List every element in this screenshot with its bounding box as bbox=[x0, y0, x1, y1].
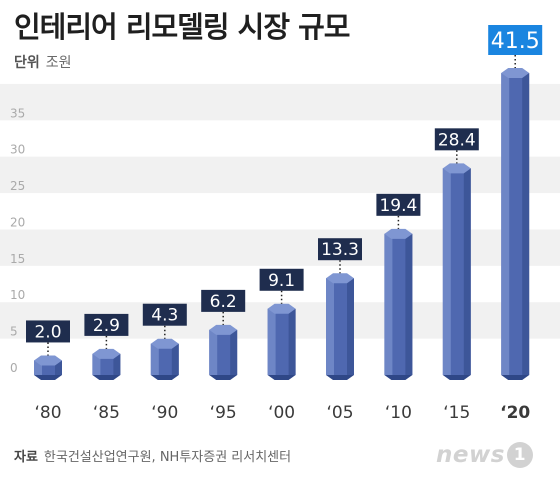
bar-shade bbox=[230, 329, 238, 375]
bar-base bbox=[384, 375, 413, 380]
bar-highlight bbox=[501, 73, 510, 375]
source-note: 자료 한국건설산업연구원, NH투자증권 리서치센터 bbox=[14, 446, 291, 465]
bar-shade bbox=[113, 353, 121, 375]
bar bbox=[267, 303, 296, 380]
unit-note: 단위 조원 bbox=[14, 52, 72, 72]
bar-top bbox=[442, 163, 471, 174]
value-label-box bbox=[201, 289, 246, 312]
bar-top bbox=[209, 324, 238, 335]
y-tick-label: 30 bbox=[10, 143, 25, 157]
grid-bands bbox=[0, 83, 560, 339]
value-label-box bbox=[259, 268, 304, 291]
y-tick-label: 25 bbox=[10, 179, 25, 193]
bar-highlight bbox=[442, 168, 451, 375]
bar-highlight bbox=[92, 353, 101, 375]
x-tick-label: ‘00 bbox=[268, 403, 295, 423]
bars bbox=[34, 68, 530, 380]
y-axis: 0 5 10 15 20 25 30 35 bbox=[10, 106, 25, 375]
value-label: 19.4 bbox=[379, 196, 417, 216]
bar-highlight bbox=[326, 278, 334, 375]
bar-top bbox=[501, 68, 530, 78]
bar-base bbox=[326, 375, 354, 380]
source-key: 자료 bbox=[14, 450, 38, 465]
value-label: 13.3 bbox=[321, 240, 359, 260]
grid-band bbox=[0, 156, 560, 194]
bar bbox=[326, 273, 354, 380]
bar-top bbox=[34, 355, 62, 366]
value-label: 9.1 bbox=[268, 271, 295, 291]
bar-top bbox=[150, 338, 179, 349]
y-tick-label: 15 bbox=[10, 252, 25, 266]
bar-top bbox=[326, 273, 354, 284]
bar bbox=[384, 228, 413, 380]
logo-digit: 1 bbox=[506, 442, 533, 468]
bar-base bbox=[267, 375, 296, 380]
bar-base bbox=[501, 375, 530, 380]
bar-shade bbox=[55, 360, 62, 375]
chart-title: 인테리어 리모델링 시장 규모 bbox=[14, 10, 350, 44]
y-tick-label: 20 bbox=[10, 215, 25, 229]
unit-value: 조원 bbox=[45, 55, 72, 71]
x-tick-label: ‘20 bbox=[500, 403, 530, 423]
grid-band bbox=[0, 83, 560, 121]
bar-shade bbox=[463, 168, 471, 375]
bar bbox=[209, 324, 238, 380]
bar bbox=[442, 163, 471, 380]
value-label: 2.9 bbox=[93, 316, 120, 336]
value-labels: 2.0 2.9 4.3 6.2 9.1 13.3 19.4 28.4 41.5 bbox=[26, 25, 543, 356]
bar-base bbox=[209, 375, 238, 380]
x-tick-label: ‘90 bbox=[151, 403, 178, 423]
bar-shade bbox=[405, 233, 413, 375]
bar bbox=[34, 355, 62, 380]
logo-text: news bbox=[436, 442, 505, 468]
bar-chart: 0 5 10 15 20 25 30 35 2.0 2.9 4.3 6.2 9.1 13.3 19.4 28… bbox=[0, 25, 560, 423]
bar bbox=[92, 348, 121, 380]
bar-shade bbox=[171, 343, 179, 375]
x-tick-label: ‘10 bbox=[385, 403, 412, 423]
value-label-box bbox=[376, 193, 421, 216]
grid-band bbox=[0, 229, 560, 266]
bar-shade bbox=[522, 73, 530, 375]
bar-highlight bbox=[384, 233, 393, 375]
bar-base bbox=[150, 375, 179, 380]
news1-logo: news 1 bbox=[436, 442, 533, 468]
x-tick-label: ‘85 bbox=[93, 403, 120, 423]
x-tick-label: ‘15 bbox=[443, 403, 470, 423]
bar-highlight bbox=[150, 343, 159, 375]
bar-base bbox=[92, 375, 121, 380]
value-label: 2.0 bbox=[34, 322, 61, 342]
x-tick-label: ‘95 bbox=[210, 403, 237, 423]
bar bbox=[150, 338, 179, 380]
bar-shade bbox=[288, 308, 296, 375]
x-tick-label: ‘05 bbox=[326, 403, 353, 423]
bar-highlight bbox=[209, 329, 218, 375]
unit-key: 단위 bbox=[14, 55, 40, 71]
x-axis: ‘80 ‘85 ‘90 ‘95 ‘00 ‘05 ‘10 ‘15 ‘20 bbox=[34, 403, 530, 423]
bar-highlight bbox=[267, 308, 276, 375]
value-label-box bbox=[434, 128, 479, 151]
bar-top bbox=[267, 303, 296, 314]
bar-shade bbox=[347, 278, 354, 375]
value-label-box bbox=[84, 313, 129, 336]
x-tick-label: ‘80 bbox=[34, 403, 61, 423]
bar-top bbox=[384, 228, 413, 239]
bar-base bbox=[442, 375, 471, 380]
bar-top bbox=[92, 348, 121, 359]
value-label: 41.5 bbox=[491, 29, 540, 54]
bar-highlight bbox=[34, 360, 42, 375]
value-label: 28.4 bbox=[438, 130, 476, 150]
value-label-box bbox=[318, 238, 362, 261]
y-tick-label: 0 bbox=[10, 361, 18, 375]
value-label-box bbox=[26, 320, 70, 343]
y-tick-label: 10 bbox=[10, 288, 25, 302]
y-tick-label: 35 bbox=[10, 106, 25, 120]
bar bbox=[501, 68, 530, 380]
value-label-box bbox=[142, 303, 187, 326]
value-label: 4.3 bbox=[151, 306, 178, 326]
source-value: 한국건설산업연구원, NH투자증권 리서치센터 bbox=[43, 450, 292, 465]
y-tick-label: 5 bbox=[10, 325, 18, 339]
bar-base bbox=[34, 375, 62, 380]
value-label-box bbox=[488, 25, 543, 55]
value-label: 6.2 bbox=[210, 292, 237, 312]
